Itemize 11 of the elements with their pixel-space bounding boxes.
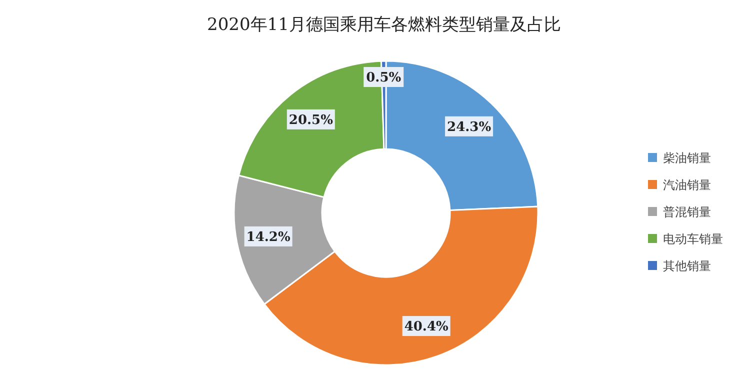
legend-label: 柴油销量 xyxy=(663,151,711,166)
data-label: 14.2% xyxy=(246,230,291,245)
legend-label: 电动车销量 xyxy=(663,232,723,246)
data-label: 0.5% xyxy=(366,70,402,86)
data-label: 20.5% xyxy=(288,112,334,128)
legend-label: 汽油销量 xyxy=(663,178,711,192)
data-label: 24.3% xyxy=(447,120,492,135)
legend-label: 其他销量 xyxy=(663,259,711,274)
data-label: 40.4% xyxy=(404,320,449,335)
legend-label: 普混销量 xyxy=(663,205,711,220)
chart-title: 2020年11月德国乘用车各燃料类型销量及占比 xyxy=(207,15,561,35)
